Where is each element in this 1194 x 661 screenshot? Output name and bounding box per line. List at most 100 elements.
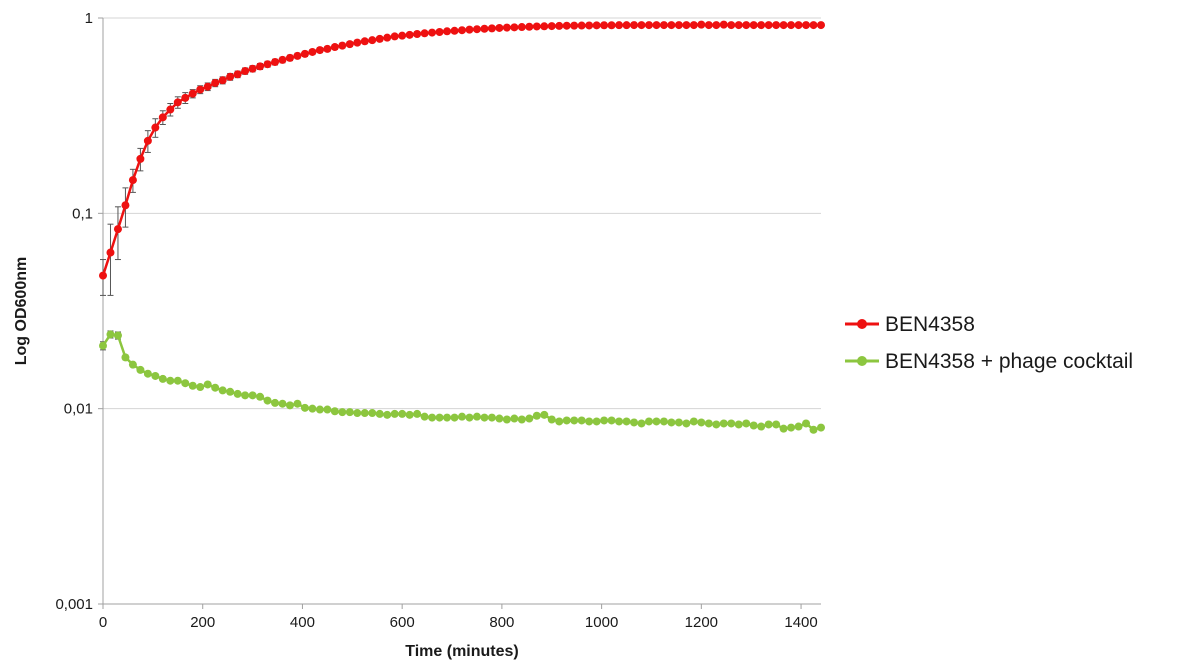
data-point	[674, 21, 683, 30]
data-point	[757, 21, 766, 30]
data-point	[458, 412, 466, 421]
data-point	[697, 418, 706, 427]
data-point	[532, 411, 541, 420]
data-point	[585, 21, 594, 30]
data-point	[659, 21, 668, 30]
data-point	[211, 78, 220, 87]
data-point	[749, 421, 758, 430]
data-point	[300, 403, 309, 412]
data-point	[390, 409, 399, 418]
data-point	[630, 418, 639, 427]
data-point	[472, 25, 481, 34]
data-point	[285, 401, 294, 410]
data-point	[772, 21, 781, 30]
data-point	[218, 76, 227, 85]
data-point	[510, 414, 519, 423]
data-point	[211, 383, 220, 392]
data-point	[787, 423, 796, 432]
data-point	[375, 34, 384, 43]
data-point	[330, 407, 339, 416]
data-point	[345, 40, 354, 49]
data-point	[689, 417, 698, 426]
data-point	[794, 422, 803, 431]
data-point	[712, 420, 721, 429]
x-tick-label: 1400	[784, 614, 817, 631]
data-point	[719, 20, 728, 29]
data-point	[383, 33, 392, 42]
data-point	[368, 409, 377, 418]
data-point	[338, 408, 347, 417]
data-point	[158, 374, 167, 383]
data-point	[667, 21, 676, 30]
data-point	[540, 410, 549, 419]
data-point	[435, 413, 444, 422]
data-point	[203, 380, 212, 389]
data-point	[450, 26, 459, 35]
data-point	[226, 72, 235, 81]
y-tick-label: 1	[85, 10, 93, 27]
data-point	[226, 387, 235, 396]
data-point	[338, 41, 347, 50]
data-point	[600, 416, 609, 425]
data-point	[487, 413, 496, 422]
data-point	[727, 21, 736, 30]
data-point	[570, 21, 579, 30]
data-point	[278, 55, 287, 64]
data-point	[637, 419, 646, 428]
data-point	[308, 47, 317, 56]
legend-marker	[857, 356, 867, 366]
data-point	[817, 423, 825, 432]
data-point	[443, 413, 452, 422]
data-point	[413, 409, 422, 418]
data-point	[809, 425, 818, 434]
data-point	[600, 21, 609, 30]
data-point	[487, 24, 496, 33]
legend-item: BEN4358 + phage cocktail	[845, 350, 1133, 373]
data-point	[121, 353, 130, 362]
data-point	[151, 123, 160, 132]
data-point	[285, 53, 294, 62]
data-point	[674, 418, 683, 427]
data-point	[502, 415, 511, 424]
x-tick-label: 0	[99, 614, 107, 631]
data-point	[704, 21, 713, 30]
data-point	[390, 32, 399, 41]
data-point	[622, 417, 631, 426]
data-point	[278, 399, 287, 408]
data-point	[712, 21, 721, 30]
data-point	[667, 418, 676, 427]
data-point	[704, 419, 713, 428]
data-point	[166, 105, 175, 114]
data-point	[196, 383, 205, 392]
data-point	[772, 420, 781, 429]
data-point	[525, 22, 534, 31]
legend-marker	[857, 319, 867, 329]
data-point	[622, 21, 631, 30]
data-point	[405, 410, 414, 419]
data-point	[682, 419, 691, 428]
data-point	[398, 409, 407, 418]
y-tick-label: 0,001	[55, 596, 93, 613]
data-point	[607, 416, 616, 425]
data-point	[398, 31, 407, 40]
data-point	[256, 392, 265, 401]
data-point	[532, 22, 541, 31]
data-point	[689, 21, 698, 30]
data-point	[749, 21, 758, 30]
data-point	[480, 413, 489, 422]
data-point	[443, 27, 452, 36]
data-point	[383, 410, 392, 419]
data-point	[787, 21, 796, 30]
data-point	[727, 419, 736, 428]
y-tick-label: 0,1	[72, 205, 93, 222]
data-point	[300, 49, 309, 58]
data-point	[817, 21, 825, 30]
data-point	[802, 419, 811, 428]
data-point	[742, 419, 751, 428]
data-point	[615, 21, 624, 30]
data-point	[585, 417, 594, 426]
y-tick-label: 0,01	[64, 401, 93, 418]
data-point	[420, 29, 429, 38]
data-point	[502, 23, 511, 32]
